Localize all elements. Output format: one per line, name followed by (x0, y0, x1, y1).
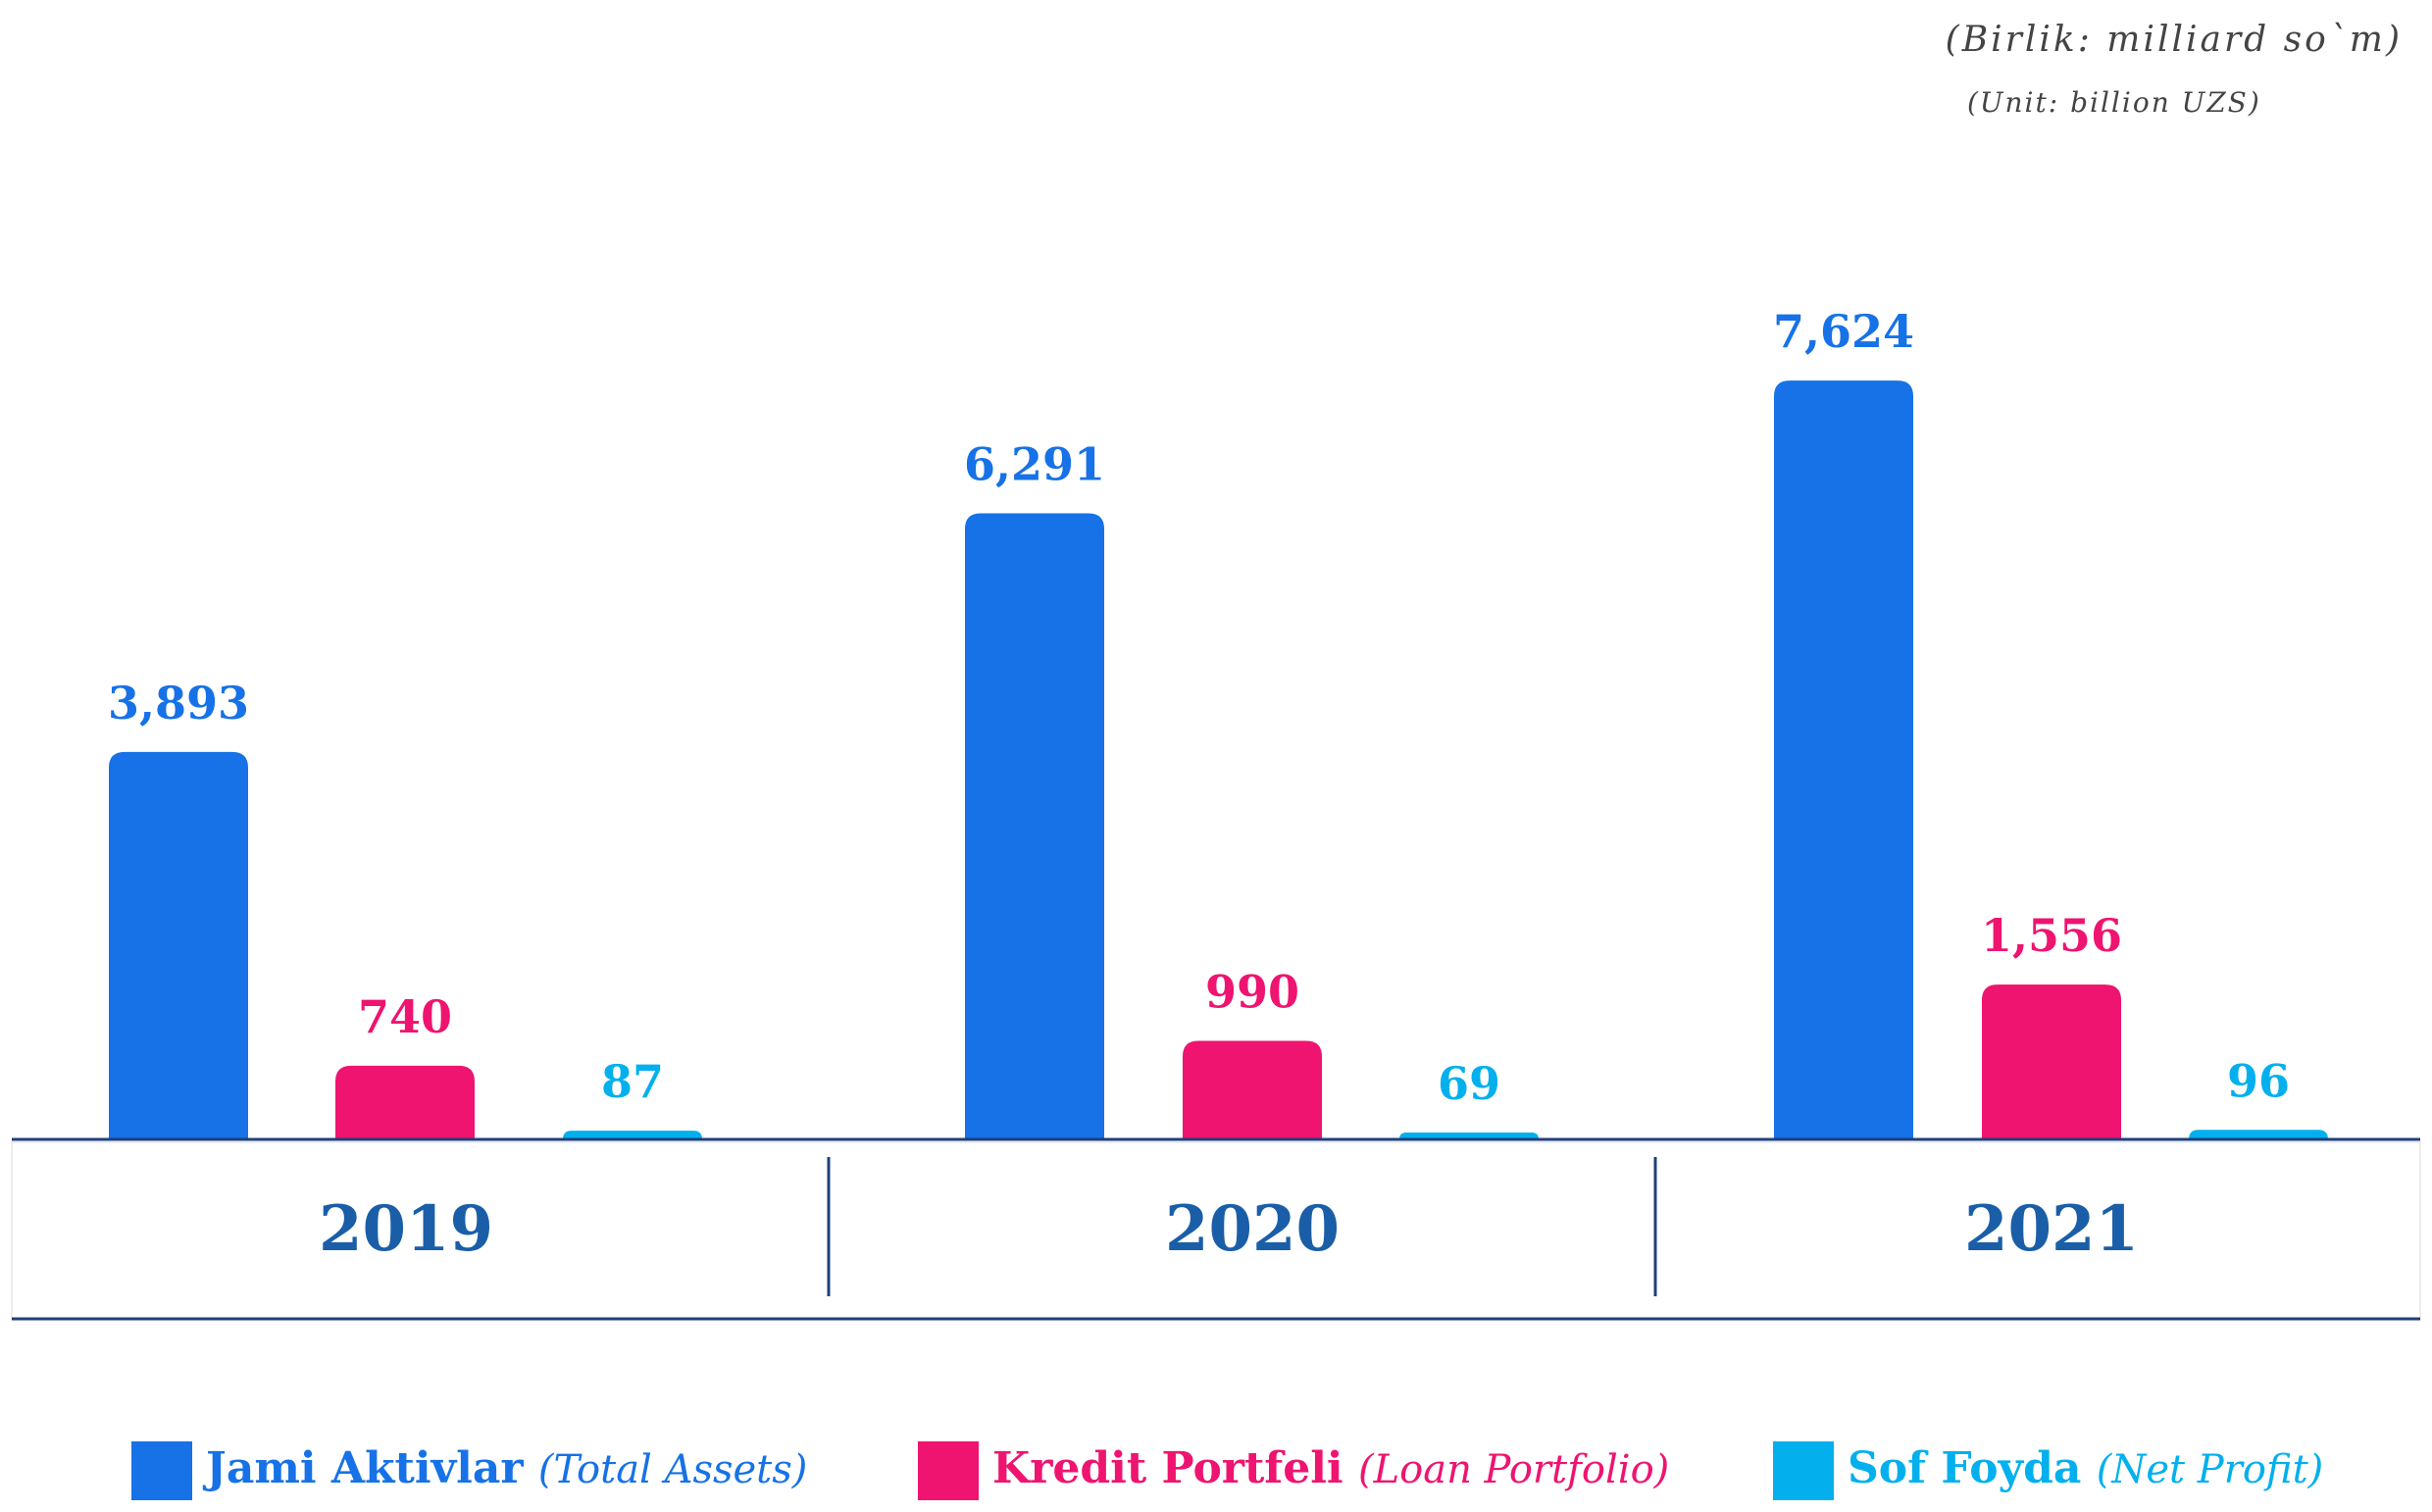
legend-swatch-2 (1773, 1441, 1834, 1500)
bar-2020-2 (1399, 1132, 1539, 1139)
legend-entry-1: Kredit Portfeli (Loan Portfolio) (992, 1443, 1669, 1493)
legend-swatch-1 (918, 1441, 979, 1500)
bar-2019-1 (335, 1065, 475, 1139)
value-label-2021-0: 7,624 (1773, 305, 1914, 358)
legend-swatch-0 (131, 1441, 192, 1500)
value-label-2021-2: 96 (2227, 1054, 2290, 1107)
bar-2020-0 (965, 513, 1104, 1139)
legend-label-1: Kredit Portfeli (992, 1443, 1358, 1493)
value-label-2020-2: 69 (1438, 1057, 1500, 1110)
legend-sublabel-2: (Net Profit) (2097, 1447, 2324, 1492)
bar-2021-1 (1982, 984, 2121, 1139)
bar-2019-0 (109, 751, 248, 1139)
value-label-2019-1: 740 (358, 990, 452, 1043)
x-tick-label-2020: 2020 (1165, 1192, 1340, 1266)
bar-2021-2 (2189, 1130, 2328, 1139)
value-label-2019-0: 3,893 (108, 677, 249, 730)
legend-label-0: Jami Aktivlar (202, 1443, 538, 1493)
category-panel: 2019 2020 2021 (11, 1137, 2421, 1321)
legend-label-2: Sof Foyda (1848, 1443, 2097, 1493)
x-tick-label-2019: 2019 (319, 1192, 493, 1266)
bar-2019-2 (563, 1131, 702, 1139)
x-tick-label-2021: 2021 (1964, 1192, 2139, 1266)
unit-note-en: (Unit: billion UZS) (1967, 86, 2261, 119)
value-label-2020-1: 990 (1205, 966, 1299, 1019)
legend: Jami Aktivlar (Total Assets) Kredit Portf… (131, 1441, 2323, 1500)
bar-2021-0 (1774, 380, 1913, 1139)
value-label-2021-1: 1,556 (1981, 909, 2122, 962)
legend-sublabel-1: (Loan Portfolio) (1358, 1447, 1669, 1492)
bars-layer: 3,893 740 87 6,291 990 69 7,624 1,556 96 (108, 305, 2328, 1139)
unit-note-uz: (Birlik: milliard so`m) (1946, 20, 2403, 60)
legend-entry-2: Sof Foyda (Net Profit) (1848, 1443, 2323, 1493)
legend-sublabel-0: (Total Assets) (538, 1447, 808, 1492)
legend-entry-0: Jami Aktivlar (Total Assets) (202, 1443, 807, 1493)
value-label-2020-0: 6,291 (964, 437, 1105, 490)
bar-2020-1 (1183, 1040, 1322, 1139)
value-label-2019-2: 87 (601, 1055, 664, 1108)
